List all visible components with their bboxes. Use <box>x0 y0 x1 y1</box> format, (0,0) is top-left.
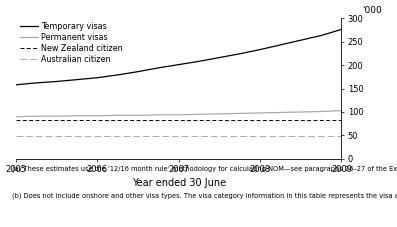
Text: (b) Does not include onshore and other visa types. The visa category information: (b) Does not include onshore and other v… <box>12 193 397 200</box>
X-axis label: Year ended 30 June: Year ended 30 June <box>131 178 226 188</box>
Legend: Temporary visas, Permanent visas, New Zealand citizen, Australian citizen: Temporary visas, Permanent visas, New Ze… <box>20 22 123 64</box>
Text: (a) These estimates use the ‘12/16 month rule’ methodology for calculating NOM—s: (a) These estimates use the ‘12/16 month… <box>12 166 397 172</box>
Text: '000: '000 <box>362 6 382 15</box>
